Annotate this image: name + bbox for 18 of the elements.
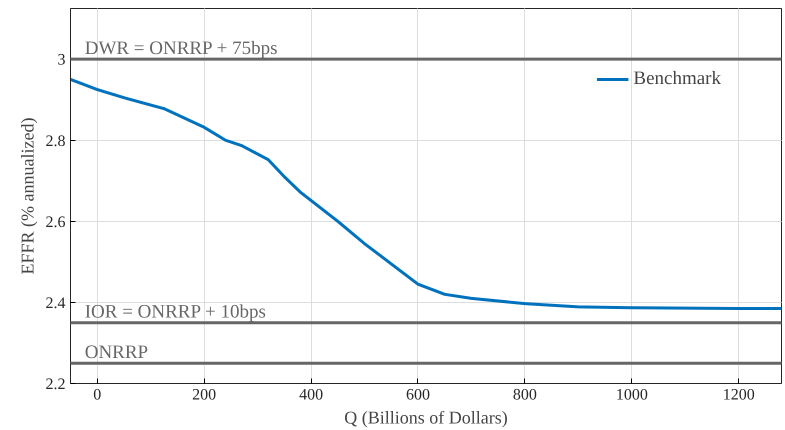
x-tick-label: 400	[299, 386, 324, 404]
ref-line-label: IOR = ONRRP + 10bps	[84, 302, 266, 323]
x-tick-label: 0	[93, 386, 102, 404]
y-tick-label: 3	[58, 52, 66, 69]
x-tick-label: 600	[406, 386, 430, 404]
y-tick-label: 2.8	[46, 132, 66, 150]
x-tick-label: 1200	[722, 386, 755, 404]
x-tick-label: 1000	[616, 386, 648, 404]
y-tick-label: 2.4	[46, 294, 66, 312]
x-tick-label: 200	[192, 386, 216, 404]
x-axis-title: Q (Billions of Dollars)	[344, 408, 508, 428]
ref-line-label: ONRRP	[84, 342, 148, 364]
x-tick-label: 800	[512, 386, 537, 404]
y-tick-label: 2.2	[46, 376, 66, 393]
legend-label: Benchmark	[633, 68, 721, 90]
y-tick-label: 2.6	[46, 214, 66, 231]
y-axis-title: EFFR (% annualized)	[18, 118, 38, 274]
ref-line-label: DWR = ONRRP + 75bps	[84, 38, 278, 60]
